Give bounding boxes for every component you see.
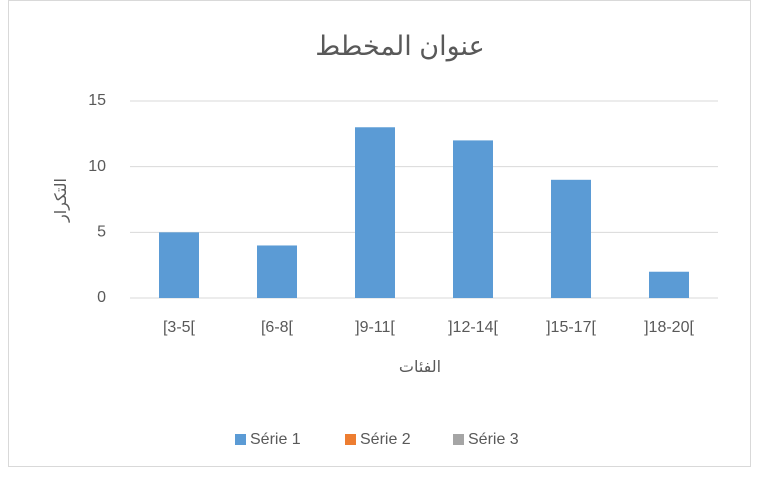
bar xyxy=(257,245,297,298)
bar xyxy=(159,232,199,298)
x-axis-label: الفئات xyxy=(399,359,441,376)
bar xyxy=(355,127,395,299)
x-tick-label: ]18-20[ xyxy=(644,319,694,336)
y-tick-label: 5 xyxy=(97,224,106,241)
x-tick-label: ]12-14[ xyxy=(448,319,498,336)
y-tick-label: 15 xyxy=(88,92,106,109)
legend-label: Série 1 xyxy=(250,431,301,448)
bar xyxy=(649,271,689,298)
x-tick-label: ]15-17[ xyxy=(546,319,596,336)
legend-label: Série 3 xyxy=(468,431,519,448)
legend-swatch xyxy=(235,434,246,445)
x-tick-label: ]9-11[ xyxy=(355,319,395,336)
bar xyxy=(551,179,591,298)
x-tick-label: [6-8[ xyxy=(261,319,294,336)
legend-swatch xyxy=(453,434,464,445)
y-tick-label: 10 xyxy=(88,158,106,175)
legend-label: Série 2 xyxy=(360,431,411,448)
y-axis-label: التكرار xyxy=(53,178,71,223)
y-tick-label: 0 xyxy=(97,289,106,306)
chart-title: عنوان المخطط xyxy=(315,31,485,62)
bar xyxy=(453,140,493,298)
legend-swatch xyxy=(345,434,356,445)
x-tick-label: [3-5[ xyxy=(163,319,196,336)
